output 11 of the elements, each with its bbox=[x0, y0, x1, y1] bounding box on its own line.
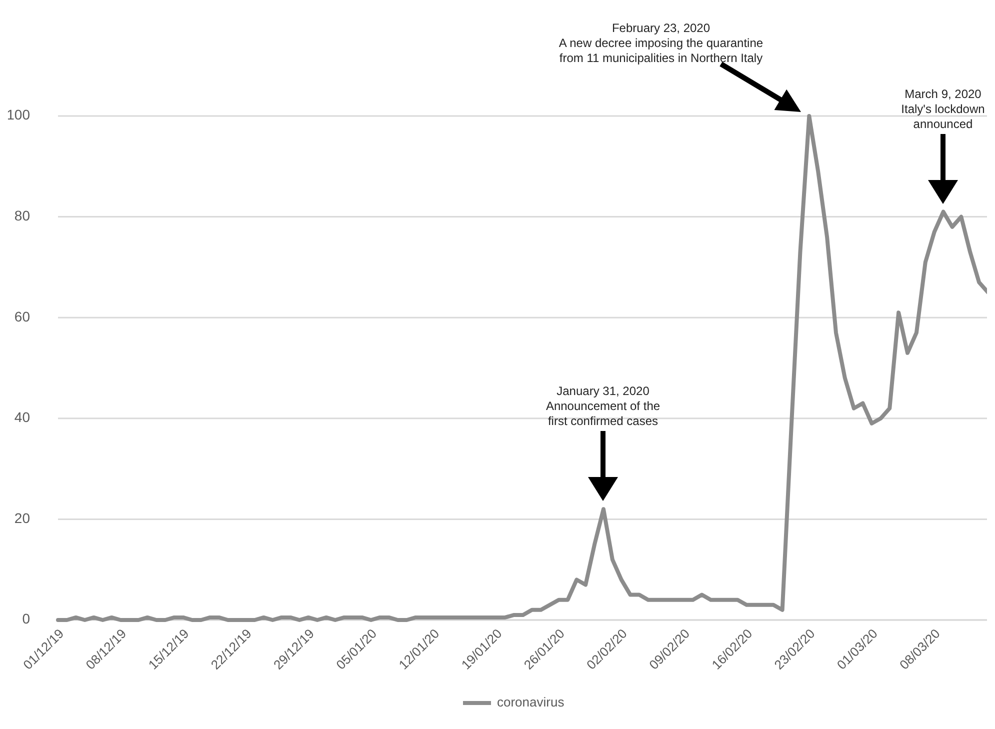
y-tick-label: 20 bbox=[14, 510, 30, 526]
line-series bbox=[56, 114, 987, 622]
y-tick-label: 80 bbox=[14, 208, 30, 224]
y-tick-label: 60 bbox=[14, 308, 30, 324]
annotation: March 9, 2020 Italy's lockdown announced bbox=[901, 87, 985, 131]
text: February 23, 2020 A new decree imposing the quarantine from 11 municipalities in Northern Italy bbox=[558, 21, 764, 65]
y-tick-label: 100 bbox=[6, 106, 30, 123]
y-tick-label: 40 bbox=[14, 409, 30, 426]
y-tick-label: 0 bbox=[22, 610, 30, 627]
annotation: January 31, 2020 Announcement of the first confirmed cases bbox=[546, 384, 660, 428]
legend-label: coronavirus bbox=[497, 694, 565, 710]
